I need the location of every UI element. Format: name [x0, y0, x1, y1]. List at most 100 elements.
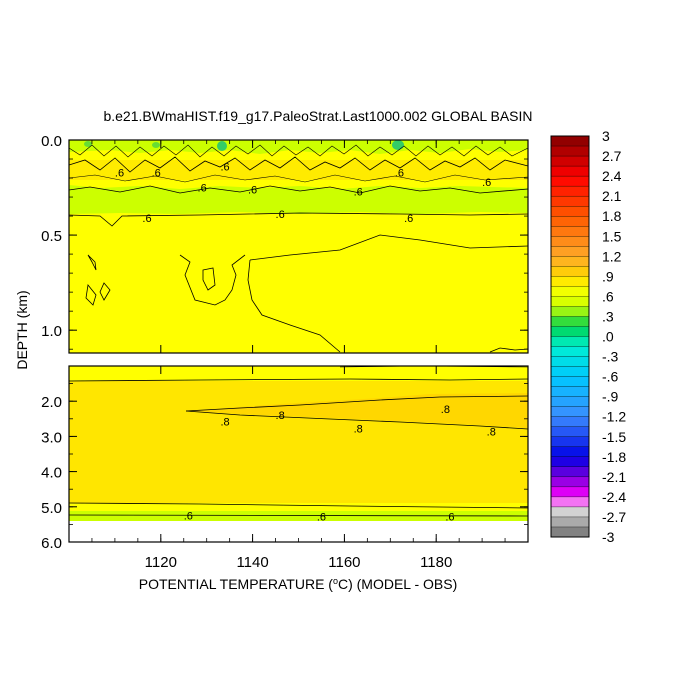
colorbar-bin: [550, 175, 590, 187]
y-tick-label: 5.0: [41, 500, 62, 517]
x-axis-label-prefix: POTENTIAL TEMPERATURE (: [139, 576, 334, 592]
lower-band-orange: [186, 393, 528, 428]
lower-panel: 2.0 3.0 4.0 5.0 6.0 .8 .8 .8 .8 .8 .6 .6 .6: [41, 365, 529, 552]
contour-label: .8: [487, 426, 496, 438]
colorbar-bin: [550, 326, 590, 337]
colorbar-bin: [550, 486, 590, 498]
upper-contour-line: [247, 259, 341, 353]
colorbar-label: -2.7: [602, 509, 626, 525]
colorbar-label: -2.4: [602, 489, 626, 505]
lower-y-ticks: 2.0 3.0 4.0 5.0 6.0: [41, 383, 528, 552]
colorbar-bin: [550, 496, 590, 508]
contour-label: .6: [152, 167, 161, 179]
upper-contour-line: [68, 144, 529, 158]
colorbar-bin: [550, 155, 590, 167]
x-tick-label: 1160: [328, 554, 360, 571]
y-tick-label: 3.0: [41, 429, 62, 446]
colorbar-label: -.6: [602, 369, 619, 385]
colorbar-label: 1.5: [602, 228, 622, 244]
colorbar-label: -.9: [602, 389, 619, 405]
colorbar-label: -1.2: [602, 409, 626, 425]
y-tick-label: 0.0: [41, 133, 62, 150]
upper-contour-line: [202, 267, 216, 291]
x-axis-label: POTENTIAL TEMPERATURE (oC) (MODEL - OBS): [139, 576, 458, 592]
colorbar: 3 2.7 2.4 2.1 1.8 1.5 1.2 .9 .6 .3 .0 -.3 -.6 -.9 -1.2…: [550, 128, 626, 545]
colorbar-bin: [550, 206, 590, 217]
surface-spot: [392, 140, 404, 150]
lower-contour-line: [68, 514, 529, 517]
colorbar-bin: [550, 306, 590, 317]
upper-contour-line: [249, 234, 529, 261]
contour-label: .6: [445, 511, 454, 523]
upper-contour-line: [99, 282, 111, 301]
colorbar-bin: [550, 165, 590, 177]
surface-spot: [152, 142, 160, 148]
lower-field-upper-yellow: [69, 366, 528, 381]
colorbar-bin: [550, 296, 590, 307]
colorbar-bin: [550, 436, 590, 448]
colorbar-label: .0: [602, 329, 614, 345]
upper-panel: 0.0 0.5 1.0 .6 .6 .6 .6 .6 .6 .6 .6 .6 .6 .6: [41, 133, 529, 354]
upper-contour-line: [87, 254, 97, 271]
colorbar-bin: [550, 185, 590, 197]
y-tick-label: 0.5: [41, 228, 62, 245]
colorbar-bin: [550, 226, 590, 237]
contour-label: .6: [354, 186, 363, 198]
colorbar-bin: [550, 246, 590, 257]
surface-green-spots: [84, 140, 404, 151]
contour-label: .6: [317, 511, 326, 523]
y-tick-label: 4.0: [41, 465, 62, 482]
x-axis-label-suffix: C) (MODEL - OBS): [338, 576, 457, 592]
colorbar-bin: [550, 366, 590, 378]
contour-label: .8: [276, 410, 285, 422]
y-tick-label: 1.0: [41, 323, 62, 340]
colorbar-bin: [550, 426, 590, 438]
contour-label: .8: [220, 417, 229, 429]
y-tick-label: 6.0: [41, 535, 62, 552]
colorbar-bin: [550, 446, 590, 458]
colorbar-bin: [550, 396, 590, 408]
colorbar-bin: [550, 526, 590, 538]
colorbar-bin: [550, 145, 590, 157]
contour-label: .6: [395, 167, 404, 179]
colorbar-bin: [550, 516, 590, 528]
colorbar-bin: [550, 406, 590, 418]
colorbar-label: 2.1: [602, 188, 622, 204]
colorbar-frame: [550, 135, 590, 538]
colorbar-bin: [550, 336, 590, 347]
colorbar-bin: [550, 416, 590, 428]
surface-spot: [84, 141, 92, 147]
contour-label: .8: [441, 404, 450, 416]
x-tick-label: 1120: [145, 554, 177, 571]
colorbar-label: .3: [602, 308, 614, 324]
colorbar-bin: [550, 256, 590, 267]
colorbar-bin: [550, 356, 590, 368]
contour-label: .6: [115, 167, 124, 179]
upper-band-orange: [69, 160, 528, 180]
colorbar-label: -1.5: [602, 429, 626, 445]
contour-label: .8: [354, 423, 363, 435]
x-axis-label-degree: o: [333, 576, 338, 586]
upper-contour-line: [179, 254, 246, 306]
x-tick-label: 1180: [420, 554, 452, 571]
colorbar-label: .6: [602, 288, 614, 304]
colorbar-label: -1.8: [602, 449, 626, 465]
colorbar-label: .9: [602, 268, 614, 284]
upper-contour-line: [68, 156, 529, 173]
colorbar-bin: [550, 386, 590, 398]
contour-label: .6: [220, 162, 229, 174]
colorbar-label: 1.8: [602, 208, 622, 224]
colorbar-bin: [550, 376, 590, 388]
upper-contour-line: [68, 185, 529, 194]
contour-label: .6: [248, 184, 257, 196]
lower-contour-labels: .8 .8 .8 .8 .8 .6 .6 .6: [184, 404, 496, 523]
y-tick-label: 2.0: [41, 394, 62, 411]
colorbar-bin: [550, 316, 590, 327]
chart-title: b.e21.BWmaHIST.f19_g17.PaleoStrat.Last10…: [103, 108, 532, 124]
upper-contour-labels: .6 .6 .6 .6 .6 .6 .6 .6 .6 .6 .6: [115, 162, 491, 225]
colorbar-bin: [550, 506, 590, 518]
colorbar-bin: [550, 276, 590, 287]
x-tick-label: 1140: [236, 554, 268, 571]
colorbar-label: -.3: [602, 349, 619, 365]
